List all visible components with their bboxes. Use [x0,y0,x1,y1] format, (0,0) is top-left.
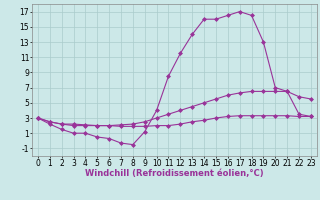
X-axis label: Windchill (Refroidissement éolien,°C): Windchill (Refroidissement éolien,°C) [85,169,264,178]
